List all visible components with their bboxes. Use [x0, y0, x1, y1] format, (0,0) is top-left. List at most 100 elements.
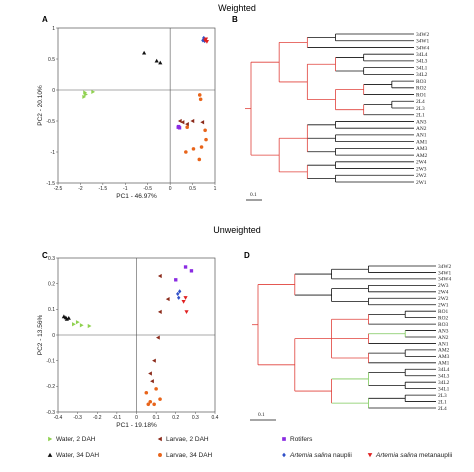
tree-leaf-label: AM2 [416, 153, 428, 159]
data-point-larvae2 [165, 296, 170, 302]
data-point-larvae2 [157, 309, 162, 314]
legend-item-larvae34: Larvae, 34 DAH [158, 452, 213, 459]
tree-leaf-label: 34W4 [438, 277, 451, 283]
dendrogram-unweighted: 34W234W134W42W32W42W22W1RO1RO2RO3AN3AN2A… [252, 264, 451, 412]
legend-label: Larvae, 34 DAH [166, 452, 213, 459]
pca-plot-weighted: -2.5 -2 -1.5 -1 -0.5 0 0.5 1 -1.5 -1 -0.5 0 0.5 1 PC1 … [37, 26, 217, 200]
tree-leaf-label: 2L3 [416, 106, 425, 112]
data-point-larvae2 [148, 371, 152, 376]
y-axis-label: PC2 - 20.10% [37, 85, 44, 126]
tree-leaf-label: RO1 [416, 92, 426, 98]
data-point-larvae34 [199, 145, 204, 149]
data-point-water2 [83, 90, 88, 95]
y-tick-label: 0.2 [48, 281, 55, 287]
x-tick-label: 0.3 [192, 415, 199, 421]
data-point-larvae2 [200, 120, 205, 125]
plot-frame [57, 27, 216, 184]
data-point-larvae2 [157, 273, 162, 279]
data-point-larvae2 [185, 122, 189, 127]
legend: Water, 2 DAH Larvae, 2 DAH Rotifers Water, … [47, 436, 452, 459]
data-point-larvae34 [204, 137, 208, 142]
legend-label: Water, 34 DAH [56, 452, 99, 459]
tree-leaf-label: AN2 [416, 126, 427, 132]
x-tick-label: -0.4 [54, 415, 63, 421]
tree-leaf-label: AN1 [416, 133, 427, 139]
tree-leaf-label: 2L4 [438, 406, 447, 412]
data-point-metanauplii [203, 38, 208, 43]
tree-leaf-label: 34L2 [416, 72, 428, 78]
tree-leaf-label: RO3 [416, 79, 426, 85]
data-point-water2 [87, 323, 92, 329]
x-tick-label: -0.3 [73, 415, 82, 421]
data-point-larvae2 [152, 358, 156, 363]
y-tick-label: 1 [52, 26, 55, 32]
x-tick-label: 0 [135, 415, 138, 421]
x-axis-label: PC1 - 19.18% [116, 422, 157, 429]
tree-leaf-label: 2L3 [438, 393, 447, 399]
data-point-water2 [72, 322, 76, 327]
legend-marker-larvae34 [158, 453, 162, 457]
legend-item-rotifers: Rotifers [282, 436, 313, 443]
y-tick-label: 0 [52, 88, 55, 94]
tree-leaf-label: 34W2 [416, 32, 429, 38]
tree-leaf-label: AM3 [416, 146, 428, 152]
tree-leaf-label: AN3 [438, 328, 449, 334]
panel-label-b: B [232, 15, 238, 24]
x-tick-label: 1 [214, 186, 217, 192]
legend-item-water2: Water, 2 DAH [48, 436, 96, 443]
tree-leaf-label: 34L1 [416, 65, 428, 71]
y-tick-label: -0.1 [46, 358, 55, 364]
tree-leaf-label: RO2 [438, 315, 448, 321]
data-point-rotifers [189, 269, 194, 273]
tree-leaf-label: AN2 [438, 335, 449, 341]
tree-leaf-label: AN1 [438, 341, 449, 347]
scale-bar-label: 0.1 [258, 412, 265, 418]
x-tick-label: -0.1 [113, 415, 122, 421]
tree-leaf-label: 34W4 [416, 45, 429, 51]
y-axis-label: PC2 - 13.56% [37, 315, 44, 356]
data-point-water34 [158, 60, 163, 65]
legend-marker-nauplii [282, 452, 286, 458]
data-point-larvae2 [190, 118, 195, 124]
data-point-nauplii [202, 35, 206, 41]
tree-leaf-label: 2W2 [416, 173, 427, 179]
x-tick-label: 0.5 [189, 186, 196, 192]
tree-leaf-label: AN3 [416, 119, 427, 125]
tree-leaf-label: 34W2 [438, 264, 451, 270]
tree-leaf-label: 2L1 [438, 399, 447, 405]
data-point-larvae34 [146, 402, 151, 407]
data-point-larvae2 [180, 120, 185, 125]
x-tick-label: -1.5 [99, 186, 108, 192]
y-tick-label: 0.5 [48, 57, 55, 63]
tree-leaf-label: RO1 [438, 309, 448, 315]
data-point-nauplii [201, 38, 205, 43]
data-point-water2 [75, 320, 80, 325]
y-tick-label: -0.5 [46, 119, 55, 125]
data-point-water34 [142, 50, 147, 55]
data-point-larvae34 [185, 125, 189, 129]
data-point-nauplii [177, 295, 181, 300]
x-tick-label: 0.2 [172, 415, 179, 421]
x-tick-label: 0.4 [212, 415, 219, 421]
legend-label: Water, 2 DAH [56, 436, 96, 443]
legend-item-metanauplii: Artemia salina metanauplii [367, 452, 452, 459]
tree-leaf-label: 2W4 [416, 160, 427, 166]
tree-leaf-label: 2L4 [416, 99, 425, 105]
tree-leaf-label: 2W3 [438, 283, 449, 289]
tree-leaf-label: 2W1 [438, 303, 449, 309]
x-tick-label: 0 [169, 186, 172, 192]
data-point-larvae34 [184, 150, 188, 154]
tree-leaf-label: 2L1 [416, 113, 425, 119]
legend-marker-rotifers [282, 437, 286, 441]
tree-leaf-label: 34L4 [438, 367, 450, 373]
scale-bar-weighted: 0.1 [246, 192, 262, 201]
scale-bar-unweighted: 0.1 [250, 412, 276, 421]
tree-leaf-label: 34L4 [416, 52, 428, 58]
dendrogram-weighted: 34W234W134W434L434L334L134L2RO3RO2RO12L4… [245, 32, 429, 186]
weighted-title: Weighted [218, 3, 256, 13]
x-tick-label: -1 [123, 186, 128, 192]
data-point-metanauplii [204, 39, 210, 44]
legend-marker-larvae2 [157, 436, 162, 442]
data-point-water2 [79, 323, 84, 328]
